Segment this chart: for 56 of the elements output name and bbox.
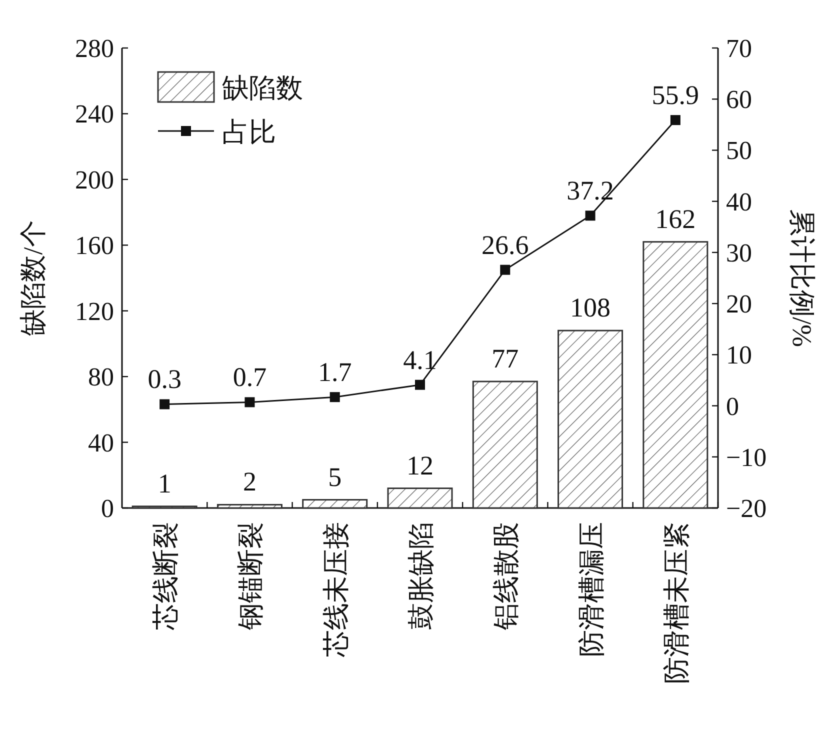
data-label: 26.6 <box>482 230 529 260</box>
y2-tick-label: −10 <box>726 442 767 472</box>
data-label: 4.1 <box>403 344 437 375</box>
x-tick-label: 芯线未压接 <box>320 522 351 658</box>
bar <box>472 380 538 509</box>
y2-tick-label: 50 <box>726 136 752 166</box>
x-tick-label: 钢锚断裂 <box>236 522 266 631</box>
data-label: 0.3 <box>148 364 182 394</box>
y2-tick-label: −20 <box>726 494 767 523</box>
y-tick-label: 0 <box>101 494 114 523</box>
data-label: 0.7 <box>232 362 267 392</box>
data-label: 162 <box>655 204 696 234</box>
data-label: 77 <box>492 344 519 374</box>
y-tick-label: 120 <box>75 296 114 326</box>
point <box>500 264 510 275</box>
y2-axis-title: 累计比例/% <box>787 209 817 347</box>
x-tick-label: 鼓胀缺陷 <box>406 522 436 630</box>
bar <box>216 504 282 509</box>
data-label: 2 <box>242 466 256 497</box>
y-tick-label: 200 <box>75 165 114 194</box>
data-label: 37.2 <box>566 176 614 206</box>
data-label: 1.7 <box>318 357 352 388</box>
x-tick-label: 芯线断裂 <box>150 522 181 631</box>
data-label: 55.9 <box>652 80 700 110</box>
point <box>160 399 170 410</box>
bar <box>558 330 624 509</box>
y2-tick-label: 10 <box>726 340 752 370</box>
point <box>415 380 425 390</box>
data-label: 108 <box>570 292 611 323</box>
y2-tick-label: 20 <box>726 290 752 319</box>
y-tick-label: 280 <box>75 34 114 63</box>
point <box>670 115 680 126</box>
y-tick-label: 240 <box>75 100 114 129</box>
legend-label: 占比 <box>222 117 276 147</box>
x-tick-label: 防滑槽未压紧 <box>661 522 692 684</box>
data-label: 1 <box>158 468 172 498</box>
y2-tick-label: 60 <box>726 85 752 114</box>
legend-label: 缺陷数 <box>222 73 303 103</box>
x-tick-label: 铝线散股 <box>491 522 522 631</box>
x-tick-label: 防滑槽漏压 <box>576 522 606 657</box>
y2-tick-label: 40 <box>726 187 752 216</box>
y2-tick-label: 30 <box>726 238 752 268</box>
y2-tick-label: 0 <box>726 392 739 421</box>
bar <box>642 241 708 509</box>
y-tick-label: 160 <box>75 231 114 260</box>
bar <box>302 499 368 509</box>
bar <box>387 488 453 509</box>
y2-tick-label: 70 <box>726 34 752 63</box>
y-axis-title: 缺陷数/个 <box>18 220 48 336</box>
y-tick-label: 80 <box>88 362 114 392</box>
point <box>244 397 255 408</box>
data-label: 5 <box>328 462 342 492</box>
point <box>585 210 596 221</box>
data-label: 12 <box>406 450 434 480</box>
y-tick-label: 40 <box>88 428 114 458</box>
point <box>330 392 340 402</box>
